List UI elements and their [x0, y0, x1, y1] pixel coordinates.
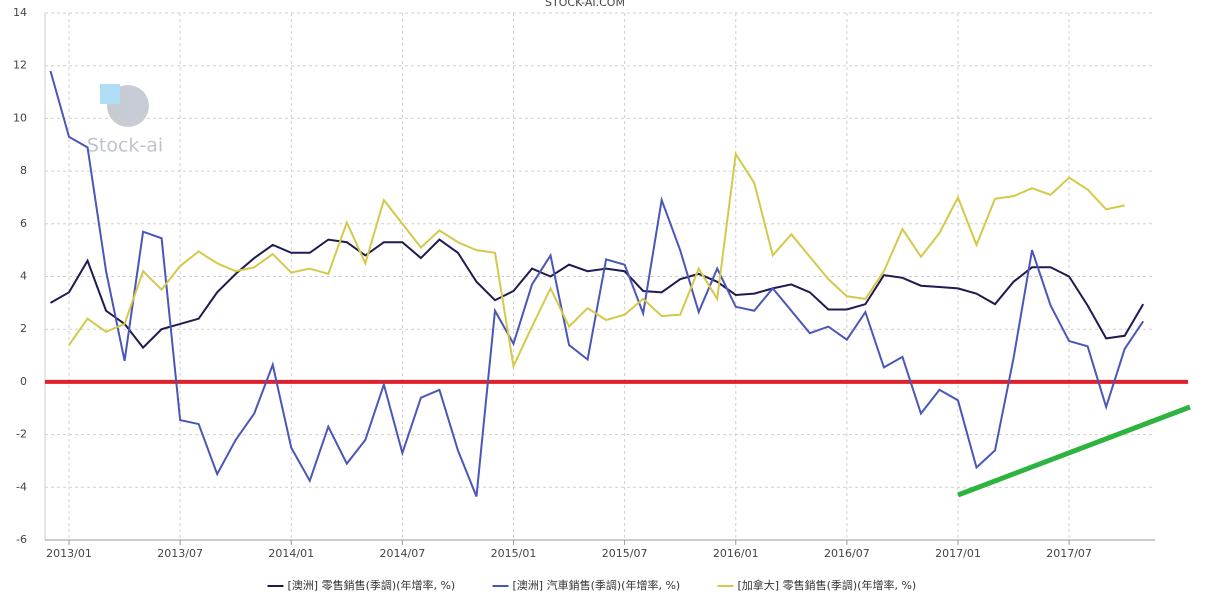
- y-tick-label: 0: [20, 375, 27, 388]
- trend-annotation: [957, 404, 1191, 498]
- legend-label: [澳洲] 零售銷售(季調)(年增率, %): [288, 578, 456, 592]
- y-tick-label: 14: [13, 6, 27, 19]
- x-tick-label: 2014/01: [268, 547, 314, 560]
- x-tick-label: 2016/01: [713, 547, 759, 560]
- x-tick-label: 2013/01: [46, 547, 92, 560]
- x-tick-label: 2015/01: [491, 547, 537, 560]
- x-tick-label: 2013/07: [157, 547, 203, 560]
- y-tick-label: 12: [13, 59, 27, 72]
- y-tick-label: -4: [16, 480, 27, 493]
- x-tick-label: 2016/07: [824, 547, 870, 560]
- x-tick-label: 2015/07: [602, 547, 648, 560]
- y-tick-label: 4: [20, 270, 27, 283]
- legend-label: [澳洲] 汽車銷售(季調)(年增率, %): [513, 578, 681, 592]
- series-line: [68, 151, 1125, 370]
- y-tick-label: 2: [20, 322, 27, 335]
- x-tick-label: 2017/01: [935, 547, 981, 560]
- x-tick-label: 2017/07: [1046, 547, 1092, 560]
- series-line: [49, 70, 1145, 497]
- legend-label: [加拿大] 零售銷售(季調)(年增率, %): [738, 578, 917, 592]
- y-tick-label: 10: [13, 111, 27, 124]
- logo: Stock-ai: [87, 84, 163, 157]
- y-tick-label: -6: [16, 533, 27, 546]
- y-tick-label: 6: [20, 217, 27, 230]
- series-line: [50, 238, 1145, 350]
- watermark: Stock-ai: [87, 135, 163, 157]
- chart-title: STOCK-AI.COM: [545, 0, 625, 9]
- x-tick-label: 2014/07: [380, 547, 426, 560]
- y-tick-label: 8: [20, 164, 27, 177]
- y-tick-label: -2: [16, 428, 27, 441]
